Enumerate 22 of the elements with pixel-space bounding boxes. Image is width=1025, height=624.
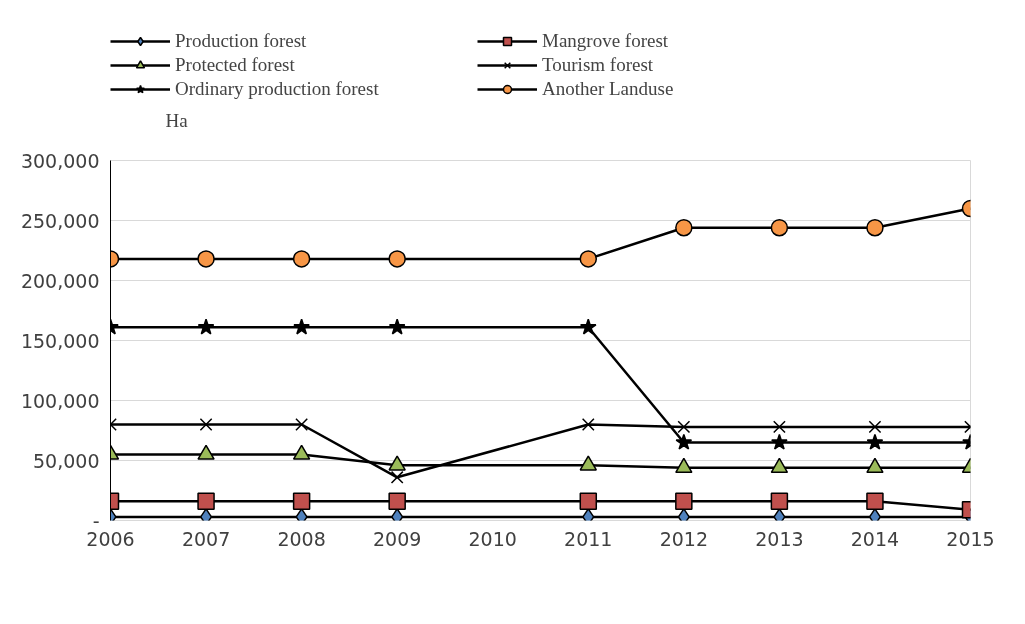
x-tick-label: 2012 [659,527,709,550]
x-tick-label: 2007 [181,527,231,550]
legend-label: Production forest [175,30,308,52]
y-tick-label: 50,000 [33,449,100,472]
y-tick-label: 250,000 [20,209,100,232]
x-tick-label: 2014 [850,527,900,550]
legend-label: Another Landuse [542,78,675,100]
y-tick-label: 200,000 [20,269,100,292]
x-tick-label: 2011 [564,527,613,550]
y-tick-label: 100,000 [20,389,100,412]
y-tick-label: 150,000 [20,329,100,352]
legend-label: Mangrove forest [542,30,670,52]
x-tick-label: 2009 [372,527,422,550]
legend-label: Protected forest [175,54,296,76]
x-tick-label: 2015 [946,527,995,550]
legend-label: Ordinary production forest [175,78,380,100]
legend-label: Tourism forest [542,54,655,76]
x-tick-label: 2010 [468,527,517,550]
y-tick-label: 300,000 [20,149,100,172]
x-tick-label: 2013 [755,527,804,550]
x-tick-label: 2008 [277,527,326,550]
y-axis-title: Ha [165,109,189,131]
